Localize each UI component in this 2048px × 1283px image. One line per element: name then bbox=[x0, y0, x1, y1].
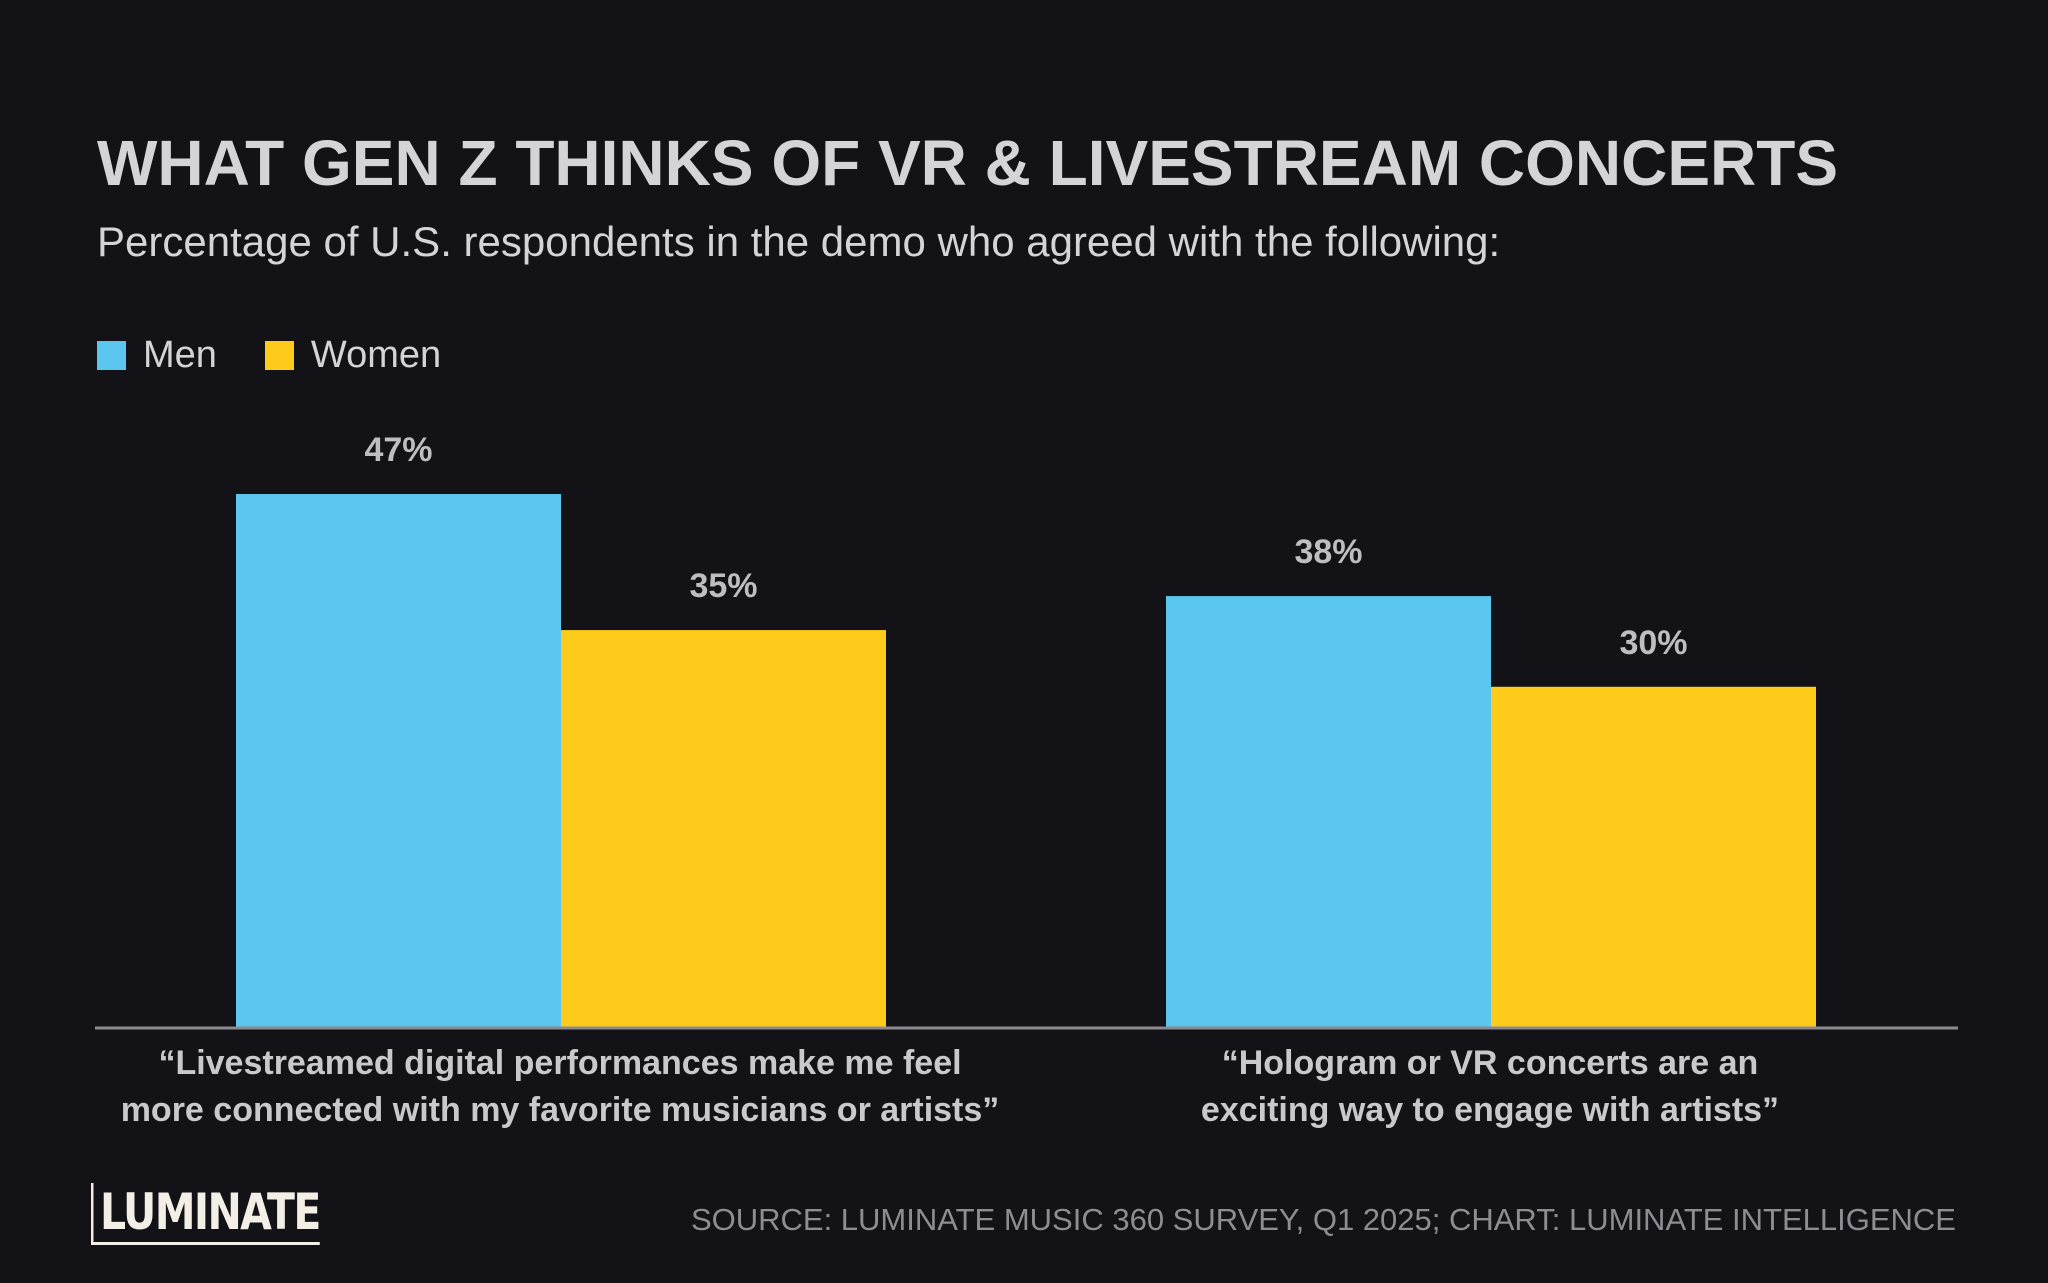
data-label-women-1: 35% bbox=[689, 567, 757, 605]
data-label-women-2: 30% bbox=[1619, 624, 1687, 662]
bar-men-1 bbox=[236, 494, 561, 1027]
category-label-livestream: “Livestreamed digital performances make … bbox=[120, 1044, 1000, 1129]
legend-swatch-women bbox=[264, 341, 294, 370]
source-note: SOURCE: LUMINATE MUSIC 360 SURVEY, Q1 20… bbox=[690, 1202, 1956, 1237]
legend-label-men: Men bbox=[143, 334, 217, 376]
bar-women-2 bbox=[1491, 686, 1816, 1027]
chart-subtitle: Percentage of U.S. respondents in the de… bbox=[97, 218, 1501, 265]
luminate-logo: LUMINATE bbox=[91, 1183, 321, 1245]
legend-swatch-men bbox=[97, 341, 126, 370]
legend-item-men: Men bbox=[97, 334, 217, 377]
chart-title: WHAT GEN Z THINKS OF VR & LIVESTREAM CON… bbox=[97, 127, 1839, 199]
data-label-men-1: 47% bbox=[364, 431, 432, 469]
bar-women-1 bbox=[561, 630, 886, 1027]
legend-item-women: Women bbox=[264, 334, 442, 377]
legend: Men Women bbox=[97, 334, 489, 377]
bar-men-2 bbox=[1166, 596, 1491, 1027]
category-label-hologram-vr: “Hologram or VR concerts are an exciting… bbox=[1200, 1044, 1780, 1129]
legend-label-women: Women bbox=[310, 334, 442, 376]
data-label-men-2: 38% bbox=[1294, 533, 1362, 571]
